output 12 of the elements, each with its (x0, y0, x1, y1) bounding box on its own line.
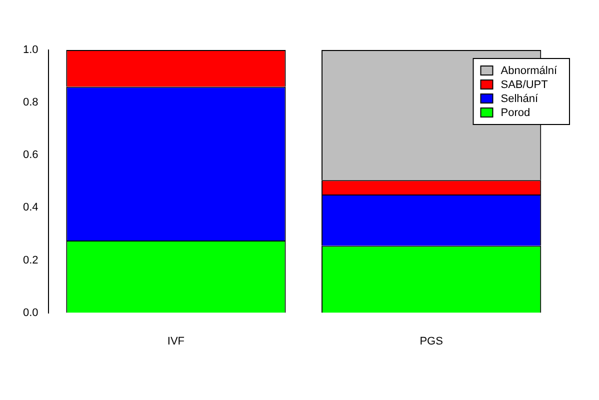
legend-label: Selhání (500, 93, 539, 106)
legend-label: Abnormální (500, 65, 558, 78)
y-tick-label: 0.2 (22, 254, 38, 266)
legend-label: Porod (500, 107, 530, 120)
x-tick-label: PGS (420, 335, 443, 348)
y-tick-label: 0.8 (22, 96, 38, 109)
y-tick-label: 0.0 (22, 306, 38, 319)
y-tick-label: 1.0 (22, 44, 38, 56)
legend-label: SAB/UPT (500, 79, 548, 92)
x-tick-label: IVF (167, 335, 185, 348)
y-tick-label: 0.6 (22, 149, 38, 162)
y-tick-label: 0.4 (22, 202, 38, 214)
